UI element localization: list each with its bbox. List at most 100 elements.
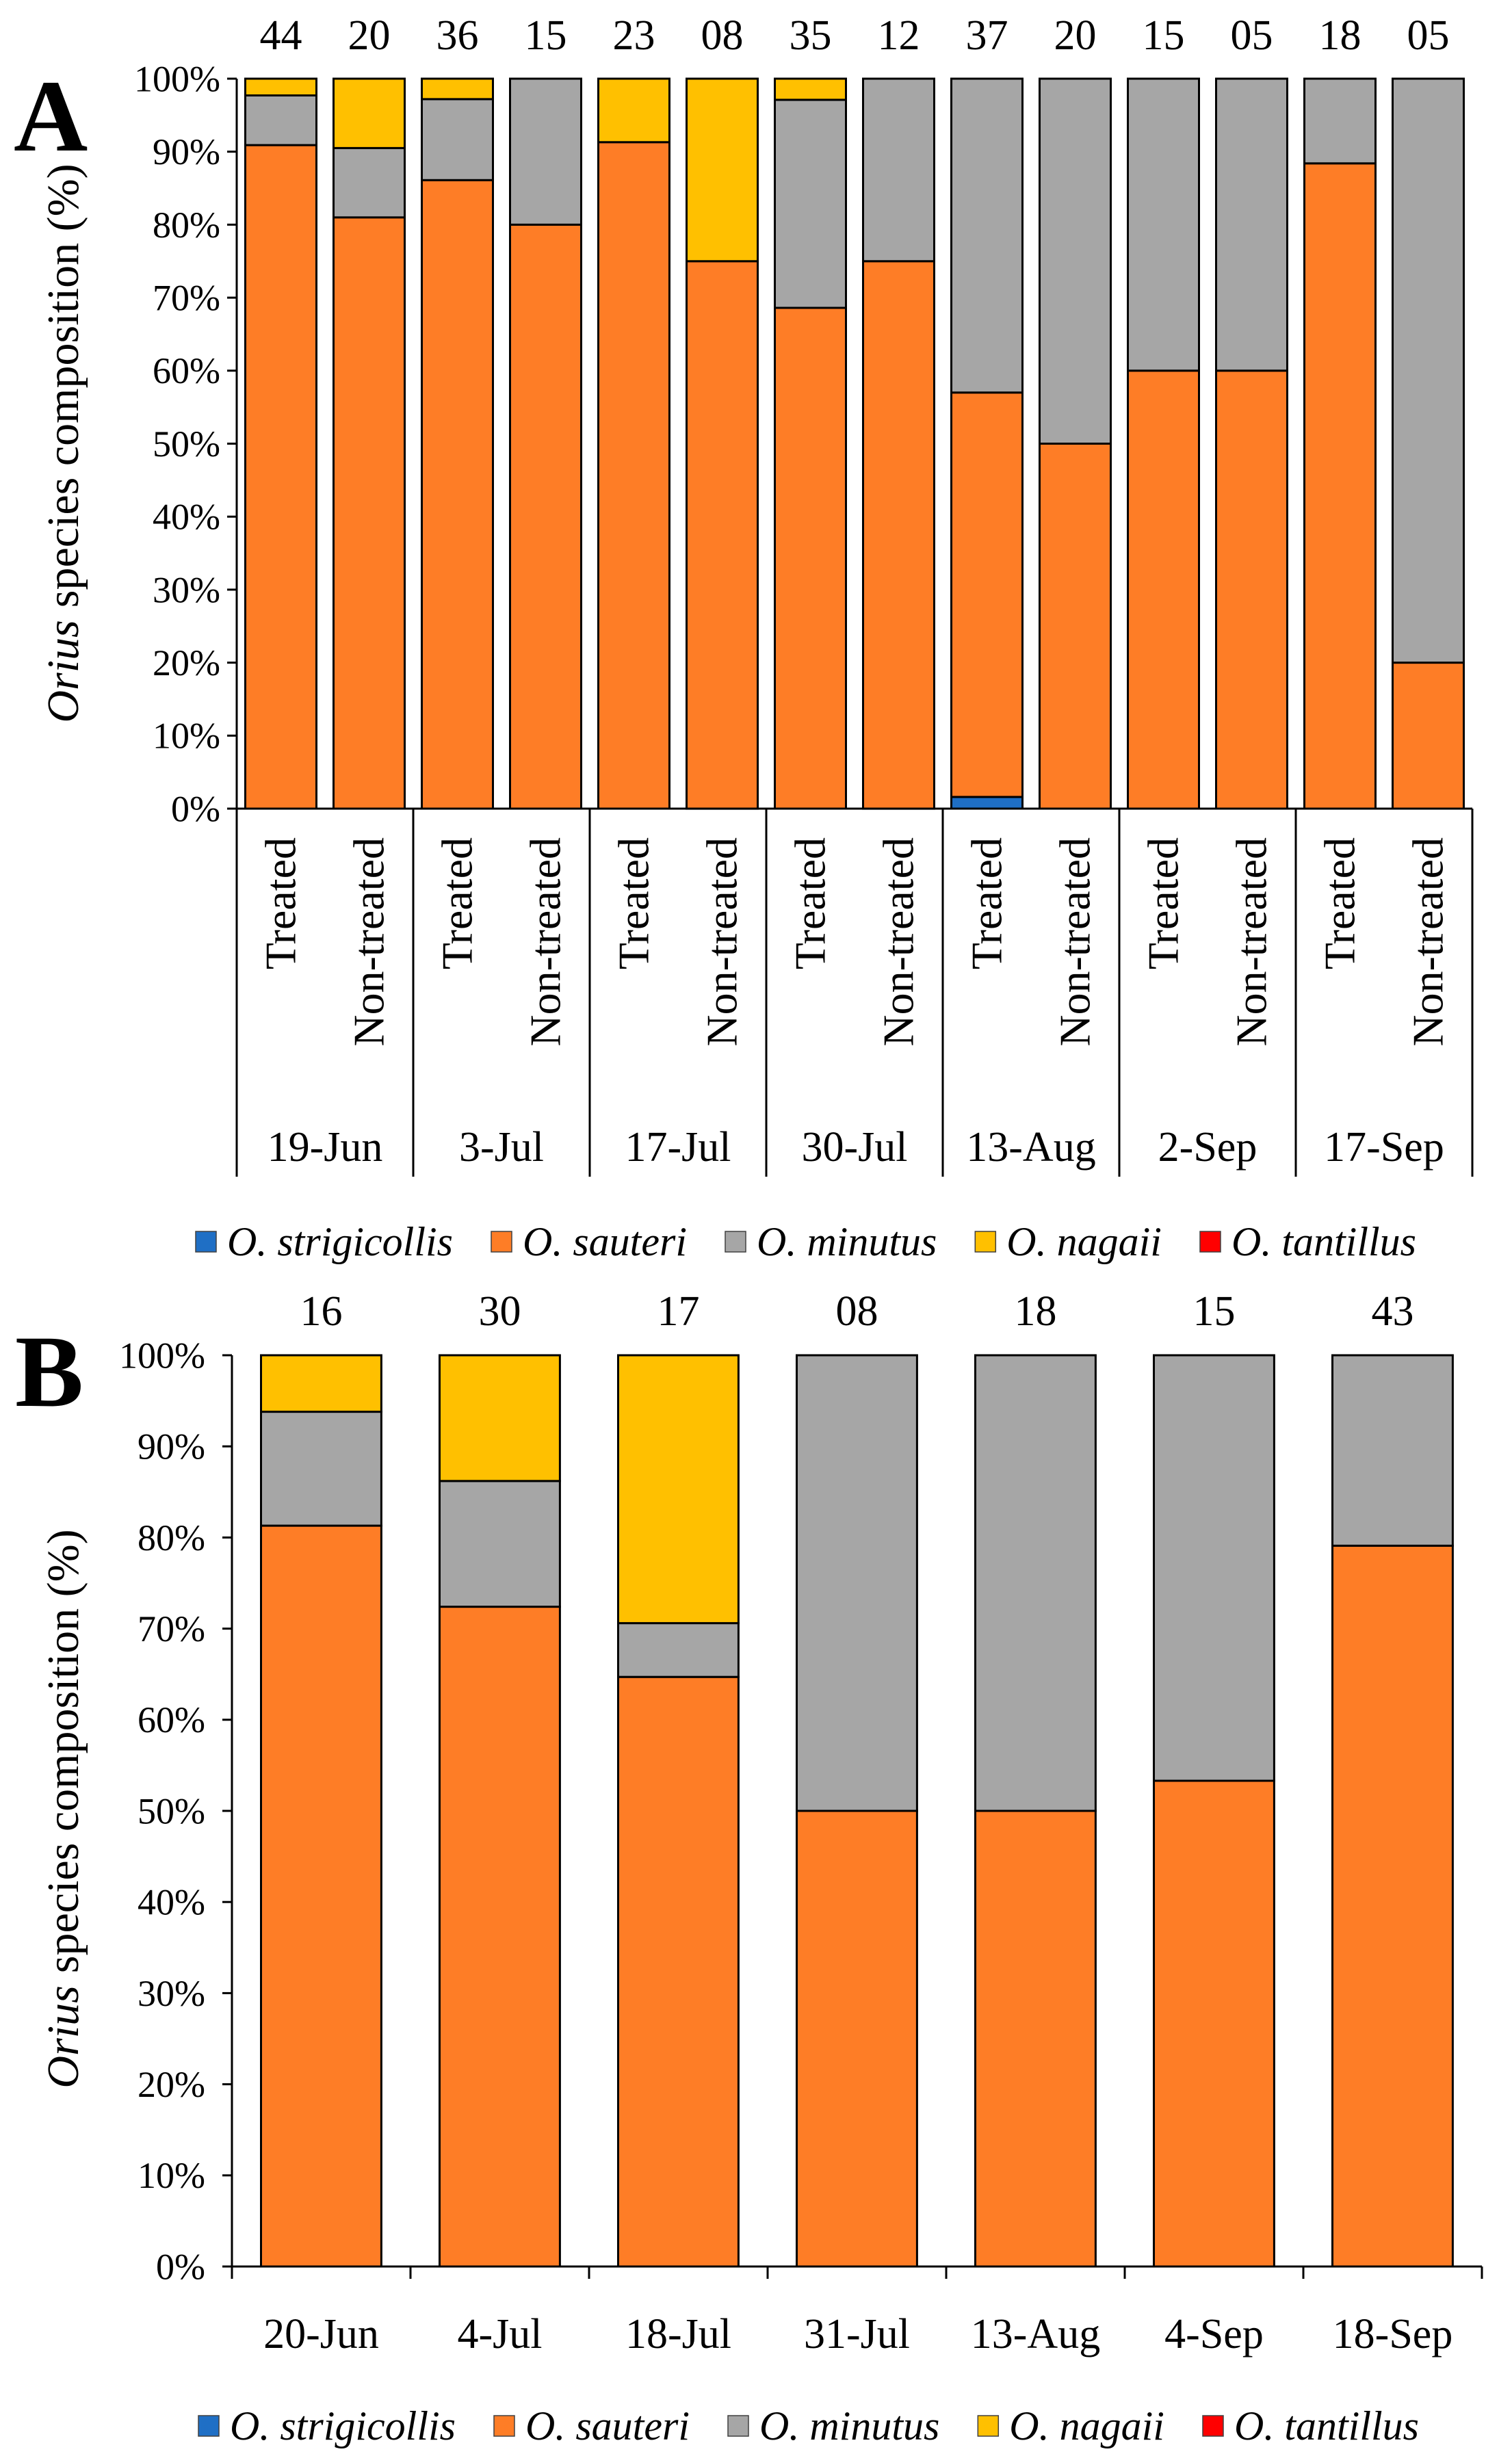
treatment-label: Treated	[433, 837, 482, 969]
y-axis-title-genus: Orius	[38, 1985, 88, 2088]
bar-segment-o-sauteri	[509, 223, 582, 810]
legend-swatch-o-tantillus	[1202, 2415, 1224, 2437]
bar-segment-o-sauteri	[260, 1524, 382, 2268]
bar	[1331, 1354, 1454, 2268]
sample-size-label: 18	[1015, 1288, 1057, 1335]
treatment-label: Non-treated	[345, 837, 393, 1047]
bar	[862, 77, 935, 810]
bar-segment-o-nagaii	[333, 77, 406, 149]
date-label: 31-Jul	[804, 2311, 910, 2357]
bar	[796, 1354, 918, 2268]
date-label: 4-Sep	[1164, 2311, 1264, 2357]
y-tick-label: 50%	[138, 1790, 205, 1831]
sample-size-label: 35	[790, 12, 832, 59]
y-tick-label: 100%	[134, 58, 220, 99]
date-label: 18-Sep	[1333, 2311, 1453, 2357]
y-tick-label: 50%	[153, 423, 220, 465]
y-axis-title-genus: Orius	[38, 620, 88, 722]
y-tick-label: 60%	[138, 1699, 205, 1740]
legend-swatch-o-sauteri	[493, 2415, 515, 2437]
date-label: 17-Sep	[1324, 1124, 1444, 1171]
bar-segment-o-sauteri	[1215, 369, 1288, 810]
bar-segment-o-sauteri	[774, 306, 847, 810]
date-label: 19-Jun	[268, 1124, 383, 1171]
treatment-label: Treated	[610, 837, 658, 969]
y-tick-label: 0%	[156, 2246, 205, 2287]
sample-size-label: 43	[1372, 1288, 1414, 1335]
treatment-label: Treated	[1139, 837, 1188, 969]
date-label: 2-Sep	[1158, 1124, 1257, 1171]
bar-segment-o-minutus	[1039, 77, 1112, 445]
treatment-label: Non-treated	[1404, 837, 1452, 1047]
treatment-label: Non-treated	[1227, 837, 1276, 1047]
sample-size-label: 17	[657, 1288, 700, 1335]
date-label: 4-Jul	[458, 2311, 543, 2357]
bar	[509, 77, 582, 810]
bar	[260, 1354, 382, 2268]
bar-segment-o-minutus	[796, 1354, 918, 1812]
date-label: 13-Aug	[971, 2311, 1100, 2357]
bar-segment-o-minutus	[1303, 77, 1377, 165]
x-axis: Treated Non-treated Treated Non-treated Trea…	[235, 807, 1474, 1177]
bar-segment-o-minutus	[1331, 1354, 1454, 1547]
bar	[950, 77, 1024, 810]
bar-segment-o-sauteri	[1039, 443, 1112, 810]
bar-segment-o-minutus	[1392, 77, 1465, 664]
y-axis: 0% 10% 20% 30% 40% 50% 60% 70% 80% 90% 100% Orius sp…	[38, 1335, 233, 2287]
sample-size-label: 18	[1319, 12, 1361, 59]
bar-segment-o-nagaii	[774, 77, 847, 101]
date-label: 20-Jun	[263, 2311, 379, 2357]
bar	[244, 77, 317, 810]
bar-segment-o-nagaii	[244, 77, 317, 96]
legend-item-o-minutus: O. minutus	[727, 2403, 939, 2448]
legend-swatch-o-strigicollis	[198, 2415, 220, 2437]
legend-item-o-minutus: O. minutus	[725, 1219, 937, 1264]
bar	[974, 1354, 1097, 2268]
panel-a: A 44 20 36 15 23 08 35 12 37 20 15 05 18 05 0% 10% 20% 30%…	[14, 12, 1474, 1264]
legend-label: O. tantillus	[1231, 1219, 1416, 1264]
y-tick-label: 30%	[138, 1973, 205, 2014]
treatment-label: Treated	[1316, 837, 1364, 969]
sample-size-label: 05	[1231, 12, 1273, 59]
date-label: 30-Jul	[802, 1124, 908, 1171]
y-axis: 0% 10% 20% 30% 40% 50% 60% 70% 80% 90% 100% Orius sp…	[38, 58, 238, 829]
sample-size-label: 15	[1143, 12, 1185, 59]
legend-item-o-nagaii: O. nagaii	[977, 2403, 1164, 2448]
sample-size-label: 20	[348, 12, 391, 59]
bar-segment-o-minutus	[617, 1622, 740, 1678]
legend-label: O. sauteri	[525, 2403, 690, 2448]
panel-b: B 16 30 17 08 18 15 43 0% 10% 20% 30% 40% 50% 60% 70% 80…	[15, 1288, 1483, 2448]
sample-size-label: 36	[436, 12, 479, 59]
date-label: 17-Jul	[625, 1124, 731, 1171]
y-tick-label: 80%	[153, 205, 220, 246]
legend-label: O. minutus	[759, 2403, 939, 2448]
bar-segment-o-sauteri	[950, 391, 1024, 798]
bar	[439, 1354, 561, 2268]
date-label: 3-Jul	[459, 1124, 544, 1171]
legend-label: O. tantillus	[1234, 2403, 1419, 2448]
sample-size-label: 23	[613, 12, 655, 59]
y-axis-title-text: species composition (%)	[38, 164, 88, 608]
legend-swatch-o-minutus	[727, 2415, 749, 2437]
legend-item-o-sauteri: O. sauteri	[493, 2403, 690, 2448]
bar	[333, 77, 406, 810]
x-axis: 20-Jun 4-Jul 18-Jul 31-Jul 13-Aug 4-Sep 18-Sep	[231, 2265, 1483, 2357]
y-tick-label: 10%	[153, 716, 220, 757]
bar-segment-o-nagaii	[439, 1354, 561, 1482]
legend-swatch-o-sauteri	[491, 1231, 512, 1253]
treatment-label: Treated	[257, 837, 305, 969]
y-tick-label: 10%	[138, 2155, 205, 2196]
sample-size-label: 08	[701, 12, 744, 59]
bar-segment-o-nagaii	[260, 1354, 382, 1413]
sample-size-label: 15	[1193, 1288, 1236, 1335]
bar-segment-o-sauteri	[862, 260, 935, 810]
legend-label: O. sauteri	[523, 1219, 687, 1264]
sample-size-label: 12	[878, 12, 920, 59]
sample-size-label: 44	[260, 12, 302, 59]
legend-swatch-o-nagaii	[977, 2415, 1000, 2437]
treatment-label: Treated	[963, 837, 1011, 969]
treatment-label: Treated	[786, 837, 835, 969]
treatment-label: Non-treated	[1051, 837, 1099, 1047]
y-tick-label: 20%	[138, 2064, 205, 2105]
